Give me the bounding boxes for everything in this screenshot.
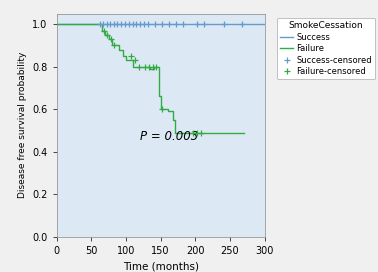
Y-axis label: Disease free survival probability: Disease free survival probability bbox=[18, 52, 27, 198]
Text: P = 0.003: P = 0.003 bbox=[140, 130, 198, 143]
X-axis label: Time (months): Time (months) bbox=[122, 261, 199, 271]
Legend: Success, Failure, Success-censored, Failure-censored: Success, Failure, Success-censored, Fail… bbox=[277, 18, 375, 79]
